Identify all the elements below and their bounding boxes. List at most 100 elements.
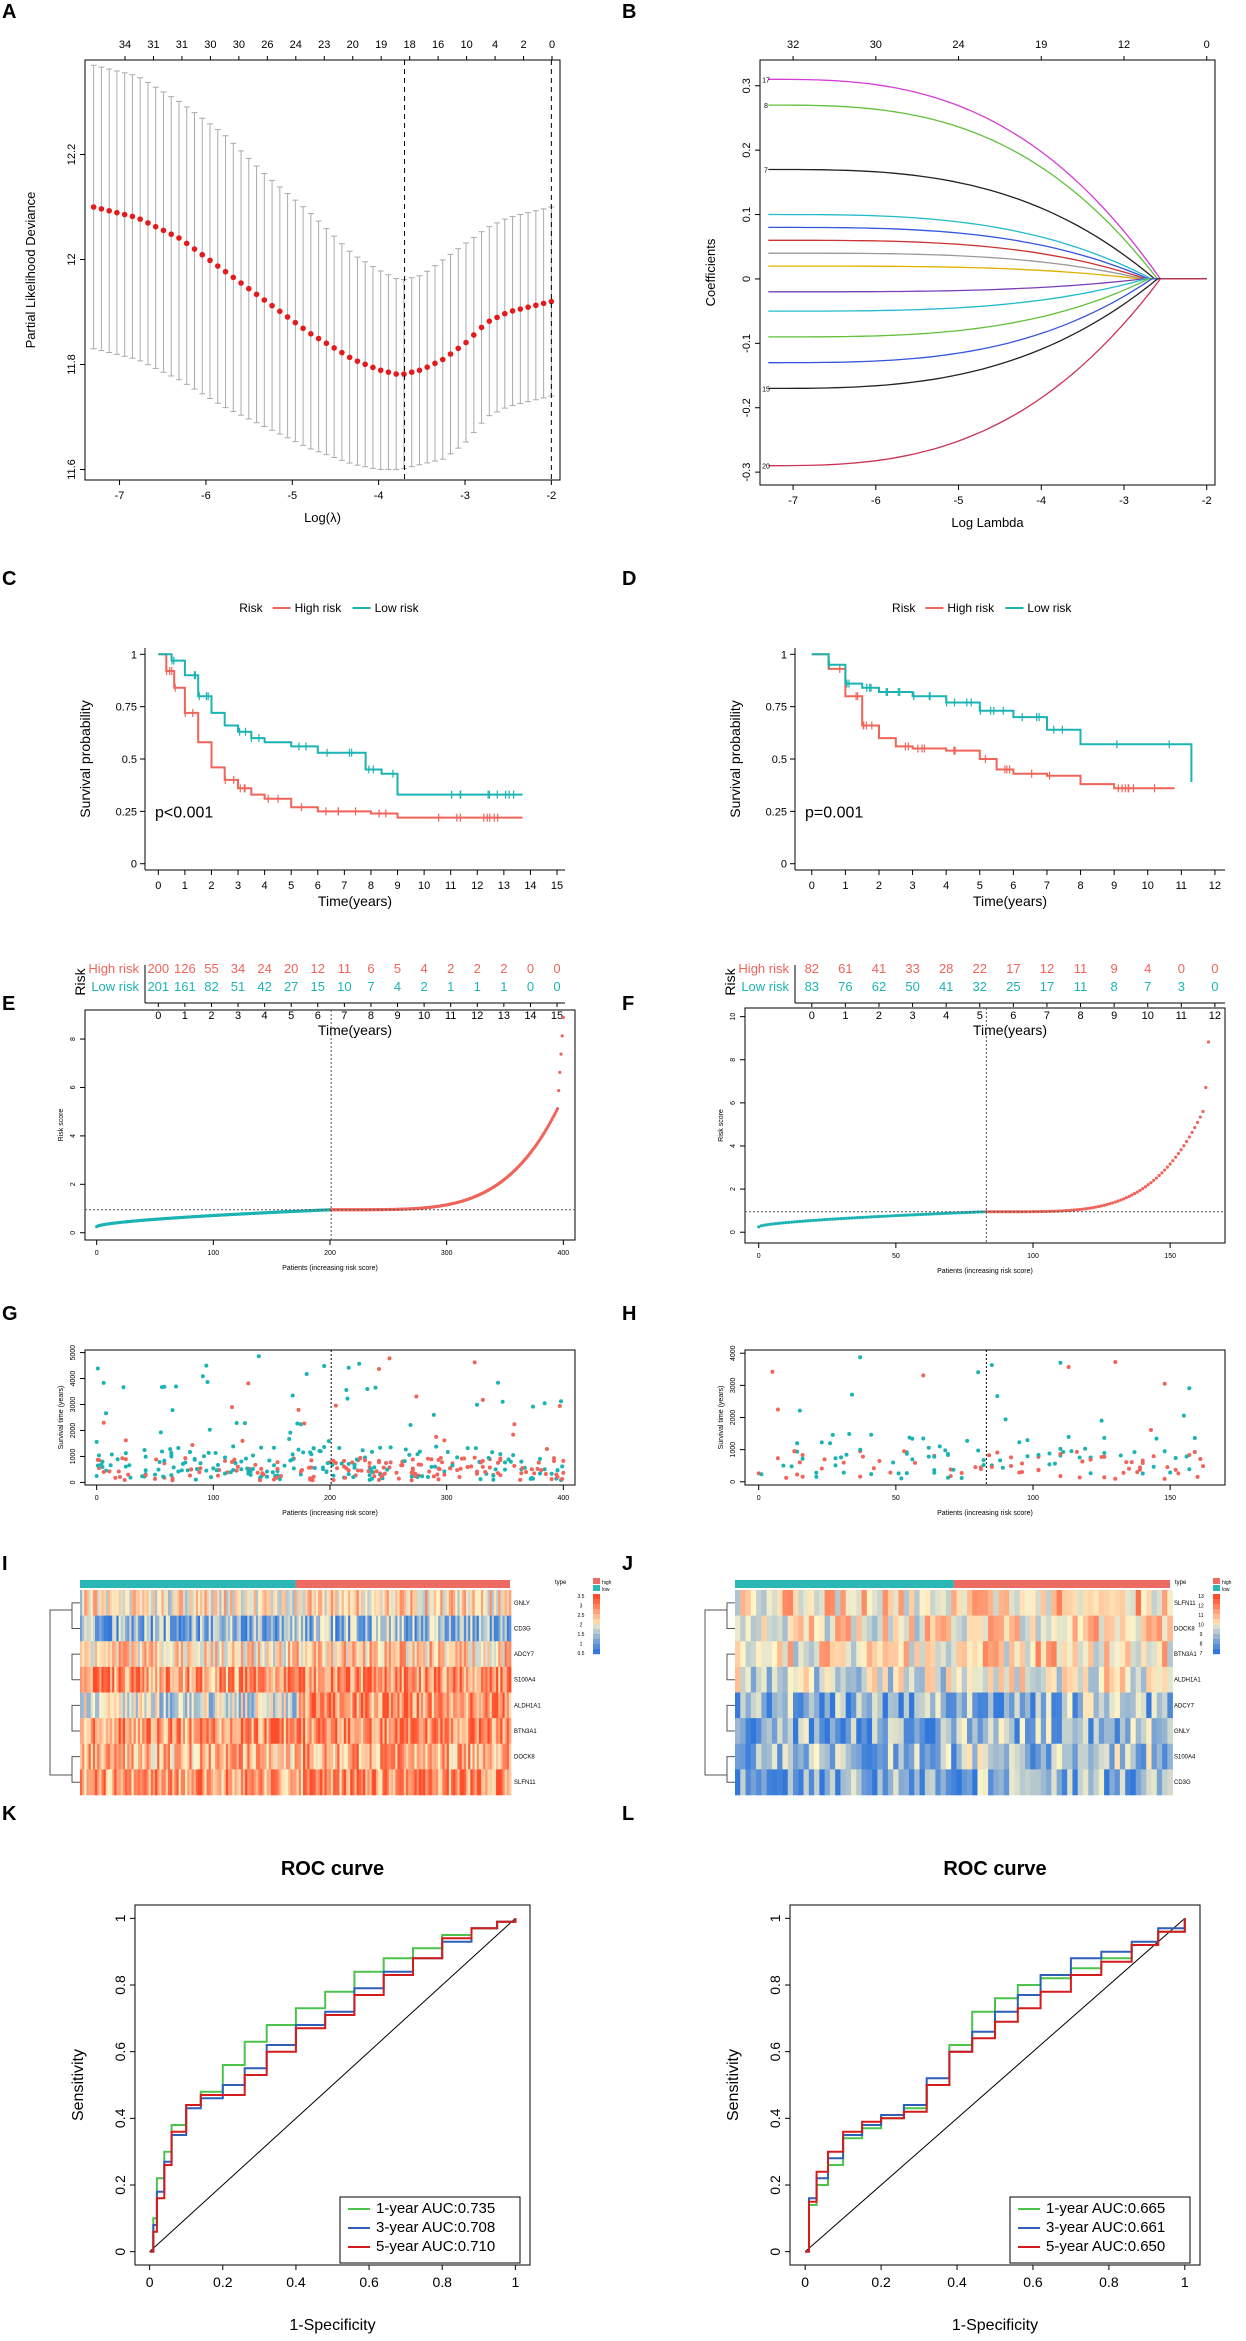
x-tick-label: 0 (146, 2274, 154, 2290)
heat-cell (232, 1743, 235, 1770)
heat-cell (476, 1692, 480, 1719)
heat-cell (249, 1590, 252, 1616)
survival-point (814, 1470, 819, 1475)
coef-path (768, 104, 1207, 280)
heat-cell (348, 1718, 351, 1745)
heat-cell (470, 1743, 473, 1770)
heat-cell (861, 1615, 868, 1642)
heat-cell (442, 1590, 445, 1616)
heat-cell (1119, 1718, 1126, 1745)
heat-cell (281, 1718, 285, 1745)
survival-point (183, 1460, 188, 1465)
heat-cell (360, 1641, 364, 1668)
heat-cell (982, 1615, 989, 1642)
table-x-tick-label: 9 (1111, 1010, 1117, 1022)
top-tick-label: 31 (147, 39, 159, 51)
scale-tick-label: 2 (580, 1623, 583, 1629)
survival-point (288, 1458, 293, 1463)
heat-cell (131, 1769, 134, 1796)
x-tick-label: 10 (418, 880, 430, 892)
heat-cell (112, 1666, 115, 1693)
heat-cell (420, 1590, 424, 1616)
deviance-point (385, 369, 392, 375)
heat-cell (1125, 1692, 1131, 1719)
heat-cell (219, 1666, 222, 1693)
survival-point (192, 1456, 197, 1461)
heat-cell (294, 1641, 297, 1668)
heat-cell (292, 1641, 295, 1668)
risk-point (990, 1210, 994, 1214)
heat-cell (227, 1615, 231, 1642)
survival-point (557, 1403, 562, 1408)
heat-cell (88, 1692, 92, 1719)
heat-cell (1030, 1769, 1036, 1796)
heat-cell (120, 1718, 124, 1745)
heat-cell (112, 1590, 115, 1616)
risk-point (1138, 1188, 1142, 1193)
heat-cell (485, 1692, 488, 1719)
risk-point (814, 1218, 818, 1222)
roc-curve (149, 1918, 517, 2253)
y-tick-label: 1 (767, 1914, 783, 1922)
heat-cell (197, 1743, 201, 1770)
y-tick-label: 4 (70, 1134, 77, 1138)
heat-cell (281, 1641, 285, 1668)
heat-cell (142, 1641, 145, 1668)
heat-cell (808, 1692, 815, 1719)
heat-cell (348, 1615, 351, 1642)
survival-point (1118, 1453, 1123, 1458)
heat-cell (142, 1590, 145, 1616)
heat-cell (951, 1641, 957, 1668)
heat-cell (940, 1615, 947, 1642)
risk-point (949, 1211, 953, 1215)
heat-cell (1030, 1718, 1036, 1745)
heat-cell (227, 1666, 231, 1693)
heat-cell (322, 1769, 325, 1796)
survival-point (272, 1445, 276, 1450)
heat-cell (457, 1692, 460, 1719)
heat-cell (116, 1743, 119, 1770)
heat-cell (285, 1590, 289, 1616)
heat-cell (506, 1769, 510, 1796)
heat-cell (161, 1641, 164, 1668)
heat-cell (350, 1641, 353, 1668)
heat-cell (187, 1718, 190, 1745)
heat-cell (294, 1590, 297, 1616)
risk-point (875, 1215, 879, 1219)
heat-cell (305, 1666, 308, 1693)
risk-point (1094, 1205, 1098, 1209)
x-tick-label: 200 (324, 1250, 336, 1257)
heat-cell (418, 1590, 422, 1616)
survival-point (431, 1474, 436, 1479)
heat-cell (819, 1718, 825, 1745)
heat-cell (247, 1769, 250, 1796)
survival-point (185, 1468, 190, 1473)
heat-cell (1109, 1615, 1115, 1642)
x-tick-label: 0.8 (1099, 2274, 1119, 2290)
heat-cell (268, 1769, 272, 1796)
heat-cell (221, 1615, 224, 1642)
panel-letter-a: A (2, 1, 16, 23)
survival-point (775, 1456, 780, 1461)
heat-cell (365, 1718, 368, 1745)
heat-cell (998, 1718, 1005, 1745)
survival-point (490, 1450, 495, 1455)
heat-cell (159, 1641, 162, 1668)
heat-cell (914, 1718, 920, 1745)
heat-cell (403, 1692, 407, 1719)
heat-cell (142, 1718, 145, 1745)
survival-point (94, 1474, 99, 1479)
heat-cell (193, 1615, 197, 1642)
heat-cell (159, 1615, 162, 1642)
survival-point (833, 1463, 838, 1468)
survival-point (265, 1474, 269, 1479)
heat-cell (382, 1641, 385, 1668)
survival-point (976, 1370, 981, 1375)
heat-cell (431, 1718, 435, 1745)
heat-cell (298, 1692, 302, 1719)
heat-cell (388, 1692, 392, 1719)
heat-cell (401, 1718, 405, 1745)
heat-cell (236, 1666, 240, 1693)
survival-point (539, 1468, 544, 1473)
